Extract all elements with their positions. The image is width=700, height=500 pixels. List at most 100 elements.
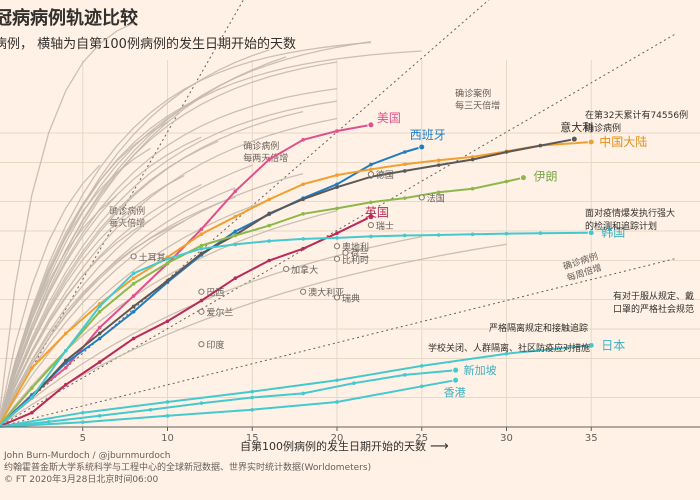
series-point-中国大陆 [335,173,339,177]
series-label-意大利: 意大利 [560,120,593,134]
series-point-意大利 [538,143,543,148]
series-line-英国 [0,215,372,428]
grid-layer [0,60,700,427]
series-point-伊朗 [436,190,441,195]
grey-trajectory-28 [0,219,151,424]
series-point-韩国 [165,257,170,261]
series-point-西班牙 [403,150,407,154]
series-point-西班牙 [131,309,136,314]
series-point-日本 [80,410,85,415]
grey-trajectory-10 [0,110,304,424]
grey-trajectory-29 [0,140,219,424]
grey-trajectory-8 [0,56,287,423]
series-point-伊朗 [504,179,509,184]
series-point-英国 [233,276,238,280]
footer-credit: John Burn-Murdoch / @jburnmurdoch [4,451,171,461]
series-line-日本 [0,344,592,428]
series-point-香港 [419,384,424,389]
series-point-香港 [250,407,255,412]
grey-trajectory-26 [0,195,118,423]
x-tick-label-35: 35 [585,433,598,444]
annotation-新加坡: 严格隔离规定和接触追踪 [489,322,588,334]
series-point-伊朗 [199,243,204,248]
grey-country-dot [283,265,290,273]
series-point-英国 [64,382,68,387]
x-axis-label: 自第100例病例的发生日期开始的天数 [240,439,426,453]
series-label-日本: 日本 [601,338,625,352]
series-point-韩国 [97,304,102,309]
series-point-美国 [199,227,204,231]
footer: John Burn-Murdoch / @jburnmurdoch 约翰霍普金斯… [4,450,371,486]
grey-trajectory-14 [0,164,253,425]
grey-trajectory-15 [0,172,304,425]
grey-country-label: 德国 [376,169,394,181]
series-point-美国 [233,189,238,193]
series-end-新加坡 [452,366,460,374]
grey-country-dot [367,171,374,178]
grey-trajectory-19 [0,199,270,426]
series-end-韩国 [587,229,595,237]
grey-trajectory-23 [0,220,185,425]
x-tick-label-30: 30 [500,433,513,444]
grey-trajectory-6 [0,100,338,424]
series-point-英国 [97,360,102,364]
reference-label-three-day-doubling-1: 每三天倍增 [455,100,500,112]
series-end-美国 [367,121,375,129]
series-point-中国大陆 [369,167,373,172]
grey-country-dot [418,194,425,201]
series-label-英国: 英国 [365,206,389,220]
grey-trajectory-7 [0,22,134,416]
grey-trajectory-3 [0,41,371,423]
series-point-日本 [165,400,170,404]
grey-country-label: 土耳其 [139,251,166,263]
series-point-日本 [504,351,509,356]
series-point-日本 [335,378,339,383]
series-point-西班牙 [335,182,339,187]
series-point-韩国 [538,231,543,235]
series-point-中国大陆 [403,162,407,167]
series-point-英国 [267,258,272,263]
series-point-韩国 [64,348,68,353]
x-axis-layer: 5 10 15 20 25 30 35 [0,426,700,444]
series-point-中国大陆 [64,331,68,336]
series-point-韩国 [131,271,136,276]
series-point-伊朗 [233,233,238,238]
series-point-韩国 [470,232,475,237]
series-point-香港 [165,414,170,418]
series-point-伊朗 [301,211,305,216]
grey-country-label: 比利时 [342,254,369,266]
x-tick-label-25: 25 [415,433,428,444]
series-end-中国大陆 [587,138,595,146]
series-point-韩国 [30,395,34,400]
reference-label-daily-doubling-1: 每天倍增 [109,217,145,229]
series-point-新加坡 [148,407,153,412]
grey-country-dot [342,249,349,256]
series-label-伊朗: 伊朗 [533,170,557,184]
series-point-韩国 [199,246,204,251]
grey-country-dot [198,308,205,315]
series-point-韩国 [369,234,373,239]
grey-country-label: 巴西 [206,288,224,299]
grey-country-dot [333,243,341,250]
annotation-中国大陆: 确诊病例 [585,122,621,134]
series-point-香港 [335,400,339,404]
series-point-新加坡 [97,414,102,418]
series-end-西班牙 [418,143,426,151]
grey-country-label: 加拿大 [291,264,318,276]
series-point-新加坡 [47,419,51,424]
x-tick-label-15: 15 [246,433,259,444]
series-point-日本 [250,389,255,394]
series-point-韩国 [267,239,272,243]
annotation-日本: 有对于服从规定、戴 [613,290,694,302]
series-end-香港 [452,376,460,384]
grey-trajectory-12 [0,136,202,423]
reference-label-three-day-doubling-0: 确诊案例 [455,88,491,100]
grey-trajectory-1 [0,41,371,422]
series-label-西班牙: 西班牙 [410,128,446,142]
reference-label-two-day-doubling-0: 确诊病例 [243,140,279,152]
series-line-意大利 [0,138,575,427]
series-point-新加坡 [199,401,204,405]
